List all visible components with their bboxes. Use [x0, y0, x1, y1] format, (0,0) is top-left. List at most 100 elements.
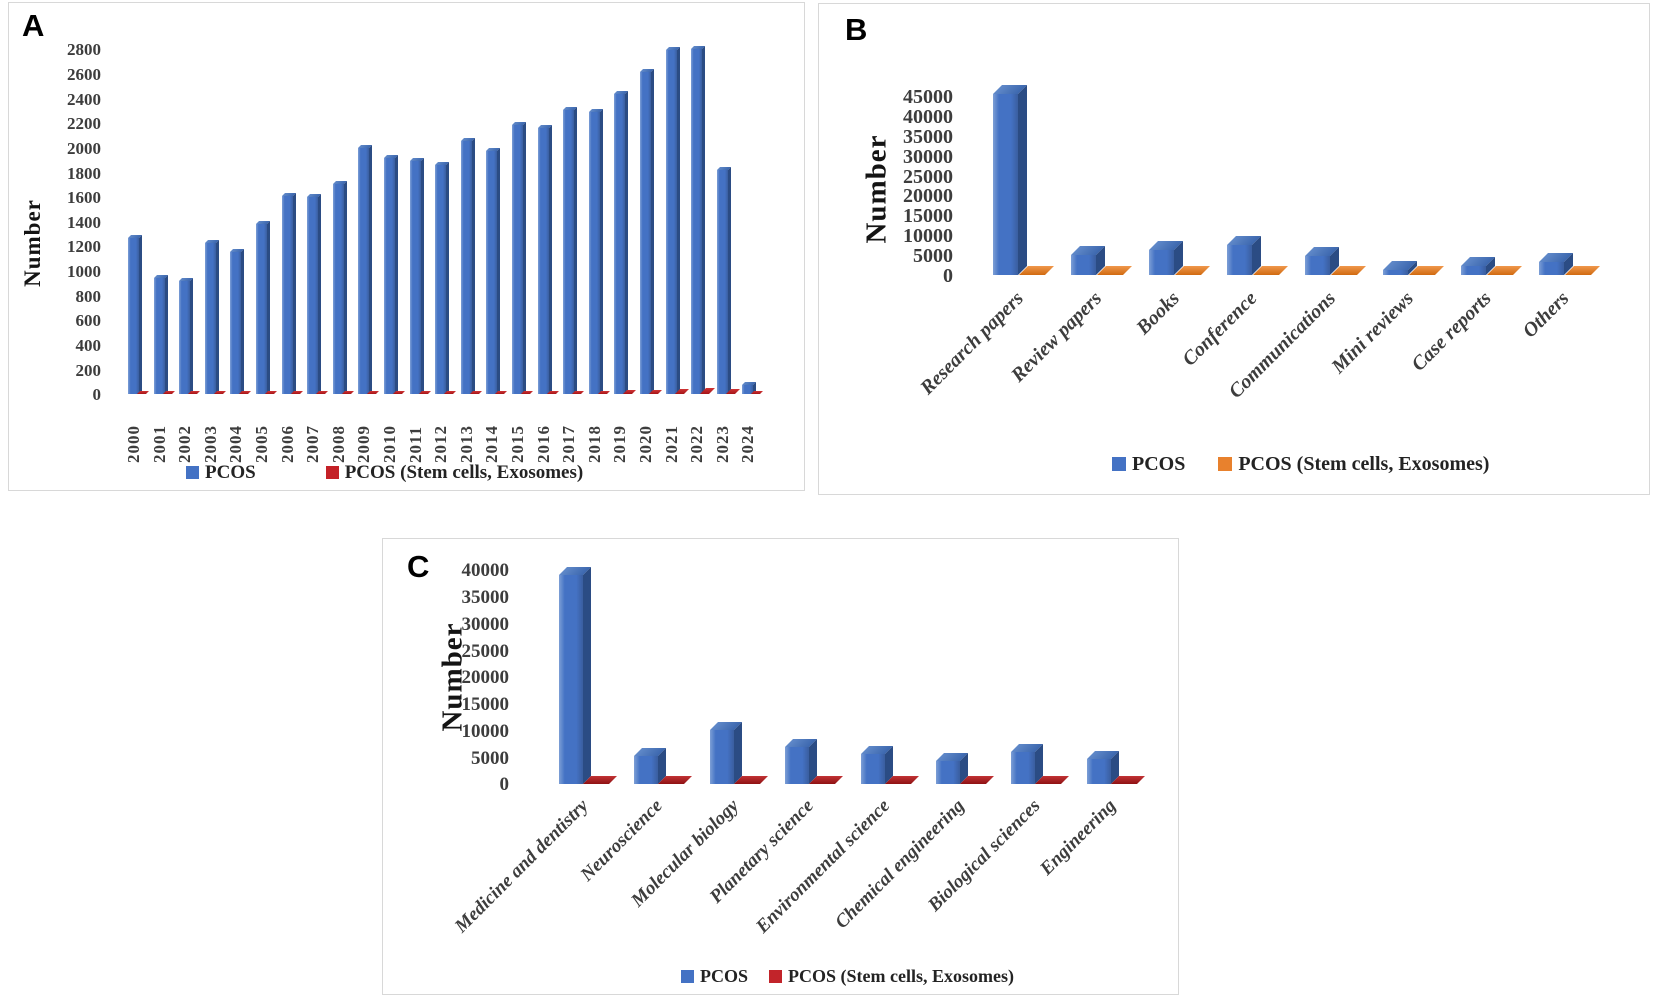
- y-tick-label-c: 0: [499, 774, 510, 795]
- x-category-label-a: 2023: [713, 425, 732, 463]
- y-tick-label-b: 30000: [903, 146, 953, 168]
- bar-face: [1383, 270, 1408, 275]
- y-tick-label-c: 30000: [461, 614, 510, 635]
- pcos-swatch-icon: [681, 969, 694, 983]
- x-category-label-a: 2019: [610, 425, 629, 463]
- bar-face: [563, 110, 574, 394]
- y-tick-label-a: 600: [75, 311, 102, 330]
- bar-face: [154, 278, 165, 394]
- y-tick-label-a: 1800: [67, 164, 101, 183]
- bar-face: [1227, 245, 1252, 275]
- bar-pcos-a: [333, 181, 347, 394]
- y-tick-label-a: 1200: [67, 237, 101, 256]
- bar-stem-a: [316, 391, 328, 394]
- bar-stem-a: [342, 391, 354, 394]
- bar-face: [614, 94, 625, 394]
- bar-pcos-a: [179, 278, 193, 394]
- stem-swatch-icon: [325, 466, 339, 479]
- panel-c: C Number 0 5000 10000 15000 20000 25000 30000 3…: [382, 538, 1179, 995]
- bar-side-face: [241, 249, 244, 394]
- y-tick-label-a: 1000: [67, 262, 101, 281]
- bar-pcos-a: [358, 145, 372, 394]
- bar-stem-a: [521, 391, 533, 394]
- bar-face: [179, 281, 190, 394]
- legend-label: PCOS (Stem cells, Exosomes): [344, 462, 584, 483]
- bar-face: [861, 754, 885, 784]
- y-tick-label-c: 35000: [461, 587, 510, 608]
- bar-side-face: [497, 148, 500, 394]
- bar-face: [1149, 250, 1174, 275]
- bar-stem-a: [419, 391, 431, 394]
- bar-stem-a: [751, 391, 763, 394]
- bar-side-face: [293, 193, 296, 394]
- bar-pcos-a: [307, 194, 321, 394]
- bar-pcos-a: [486, 148, 500, 394]
- bar-stem-a: [393, 391, 405, 394]
- bar-stem-a: [239, 391, 251, 394]
- bar-face: [710, 730, 734, 784]
- bar-face: [333, 184, 344, 394]
- legend-item-pcos-a: PCOS: [186, 463, 256, 482]
- legend-item-stem-b: PCOS (Stem cells, Exosomes): [1218, 454, 1489, 474]
- bar-face: [1539, 262, 1564, 275]
- y-tick-label-c: 25000: [461, 641, 510, 662]
- bar-pcos-c: [861, 746, 893, 784]
- bar-pcos-b: [993, 85, 1027, 275]
- bar-pcos-a: [461, 138, 475, 394]
- bar-pcos-a: [666, 47, 680, 394]
- bar-face: [1305, 256, 1330, 275]
- bar-side-face: [625, 91, 628, 394]
- bar-pcos-b: [1071, 246, 1105, 275]
- bar-pcos-c: [710, 722, 742, 784]
- bar-face: [1461, 266, 1486, 275]
- y-tick-label-a: 0: [92, 385, 102, 404]
- bar-pcos-a: [282, 193, 296, 394]
- bar-stem-a: [367, 391, 379, 394]
- bar-face: [785, 747, 809, 784]
- bar-stem-a: [649, 390, 662, 394]
- bar-face: [742, 385, 753, 394]
- bar-face: [435, 165, 446, 394]
- y-tick-label-a: 1600: [67, 188, 101, 207]
- bar-pcos-c: [1011, 744, 1043, 784]
- bar-stem-a: [495, 391, 507, 394]
- y-tick-label-a: 200: [75, 361, 102, 380]
- x-category-label-a: 2020: [636, 425, 655, 463]
- y-tick-label-c: 5000: [471, 748, 509, 769]
- bar-side-face: [734, 722, 742, 784]
- y-tick-label-c: 10000: [461, 721, 510, 742]
- bar-side-face: [421, 158, 424, 394]
- bar-pcos-a: [512, 122, 526, 394]
- bar-side-face: [600, 109, 603, 394]
- y-tick-label-a: 400: [75, 336, 102, 355]
- y-tick-label-a: 2200: [67, 114, 101, 133]
- bar-side-face: [549, 125, 552, 394]
- bar-face: [559, 575, 583, 784]
- x-category-label-a: 2021: [662, 425, 681, 463]
- x-category-label-c: Engineering: [1035, 795, 1121, 880]
- y-tick-label-b: 25000: [903, 166, 953, 188]
- bar-pcos-a: [742, 382, 756, 394]
- bar-pcos-a: [614, 91, 628, 394]
- x-category-label-a: 2010: [380, 425, 399, 463]
- x-category-label-a: 2009: [354, 425, 373, 463]
- y-tick-label-a: 2800: [67, 40, 101, 59]
- x-category-label-a: 2016: [534, 425, 553, 463]
- legend-c: PCOS PCOS (Stem cells, Exosomes): [383, 967, 1178, 985]
- y-tick-label-a: 1400: [67, 213, 101, 232]
- y-tick-label-b: 20000: [903, 185, 953, 207]
- x-category-label-a: 2015: [508, 425, 527, 463]
- stem-swatch-icon: [769, 969, 783, 983]
- bar-face: [358, 148, 369, 394]
- x-category-label-c: Chemical engineering: [831, 795, 970, 933]
- x-category-label-a: 2008: [329, 425, 348, 463]
- bar-face: [1011, 752, 1035, 784]
- x-category-label-a: 2000: [124, 425, 143, 463]
- bar-face: [1087, 759, 1111, 784]
- bar-face: [205, 243, 216, 394]
- x-category-label-c: Environmental science: [752, 795, 895, 938]
- bar-pcos-a: [256, 221, 270, 394]
- bar-face: [461, 141, 472, 394]
- bar-stem-c: [658, 776, 692, 784]
